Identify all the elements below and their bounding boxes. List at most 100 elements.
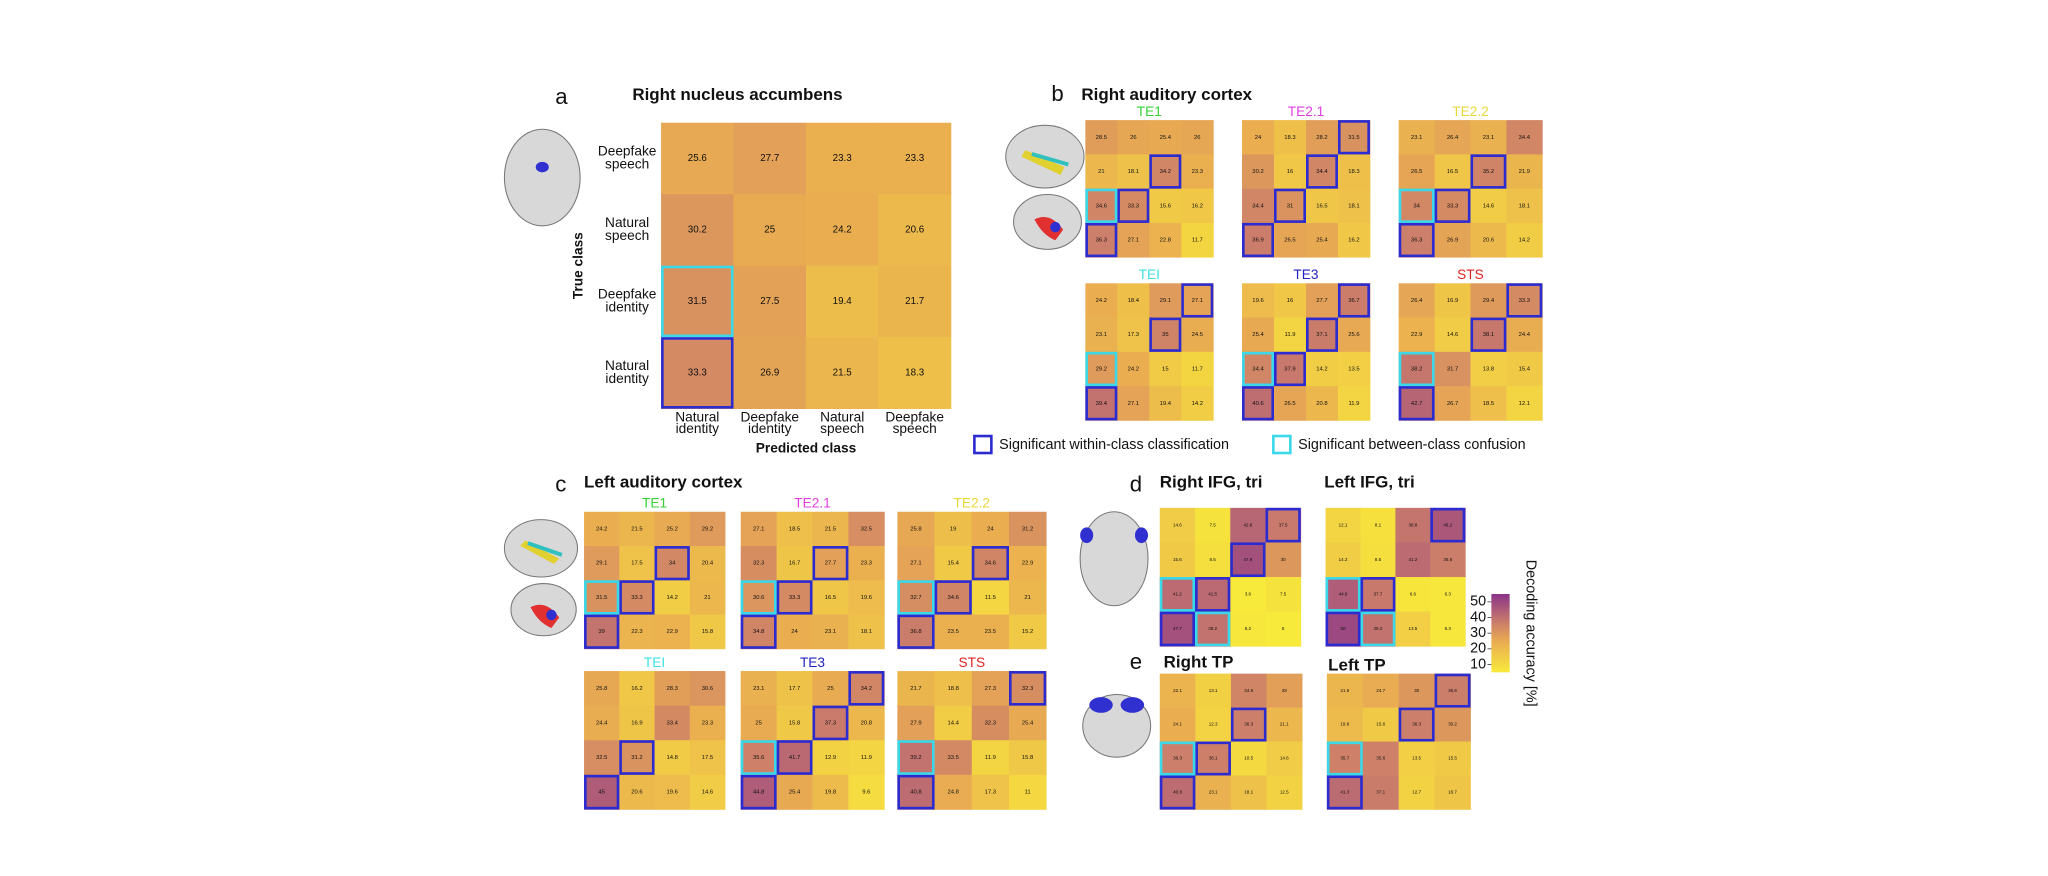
cell [897,774,935,810]
cell [1230,577,1266,613]
cell [1434,775,1471,810]
cell-label: 22.9 [666,629,677,635]
cell-label: 40.6 [1252,401,1263,407]
cell-label: 14.2 [666,595,677,601]
cell [1159,775,1196,810]
matrix-name: TE1 [1137,104,1162,119]
cell [1195,507,1231,543]
cell-label: 41.5 [1208,592,1217,597]
cell [584,614,620,650]
within-box [1195,577,1231,612]
cell-label: 31.5 [1348,135,1360,141]
within-box [1398,222,1435,258]
cell-label: 23.1 [1411,135,1422,141]
cell-label: 25.4 [1022,720,1034,726]
cell [1266,673,1303,708]
confusion-box [1398,351,1435,387]
cell-label: 32.5 [596,755,608,761]
within-box [1159,611,1196,647]
cell-label: 27.1 [753,526,764,532]
cell [776,614,813,650]
row-label: speech [605,157,649,172]
cell [1159,577,1196,613]
cell [1265,507,1302,543]
cell-label: 19.6 [666,790,677,796]
cell-label: 24.8 [947,790,958,796]
panel-letter: c [555,472,566,497]
cell-label: 21.7 [910,686,921,692]
heatmap: 27.1 18.5 21.5 32.5 32.3 16.7 27.7 23.3 30.6 33.3… [740,511,885,650]
heatmap: 24.2 21.5 25.2 29.2 29.1 17.5 34 20.4 31.5 33.3 14… [584,511,726,650]
cell-label: 27.1 [1128,401,1139,407]
cell [934,511,973,547]
panel-title: Right auditory cortex [1081,85,1252,104]
within-box [971,546,1009,581]
matrix-name: STS [958,655,985,670]
cell [619,614,655,650]
cell [1434,386,1471,421]
col-label: identity [676,421,720,436]
confusion-box [740,740,777,775]
cell [1337,222,1371,258]
cell-label: 45 [598,790,605,796]
matrix-name: TE2.2 [954,496,991,511]
within-box [1242,222,1275,258]
cell [1325,507,1361,543]
cell-label: 16.5 [825,595,837,601]
cell-label: 33.3 [789,595,800,601]
cell-label: 18.1 [1519,203,1530,209]
cell-label: 18.1 [1348,203,1359,209]
cell [1305,188,1339,224]
cell-label: 25 [764,225,775,236]
cell [1085,120,1118,155]
cell-label: 18.3 [905,367,925,378]
colorbar-tick-label: 40 [1470,609,1486,625]
matrix-title: Right IFG, tri [1160,473,1263,492]
cell-label: 17.7 [789,686,800,692]
cell-label: 36.1 [1209,756,1218,761]
cell [934,740,973,776]
cell-label: 11.7 [1192,238,1203,244]
cell [619,546,655,581]
cell-label: 23.3 [702,720,713,726]
cell [776,671,813,707]
cell-label: 36.6 [1443,557,1452,562]
cell [971,705,1010,741]
within-box [1398,707,1435,742]
cell [1117,222,1150,258]
cell-label: 40.8 [910,790,921,796]
heatmap: 21.7 18.8 27.3 32.3 27.9 14.4 32.3 25.4 39.2 33.5… [897,671,1047,810]
cell-label: 15.4 [947,561,959,567]
confusion-box [1159,577,1196,612]
within-box [812,546,849,581]
cell [878,194,952,267]
cell [1149,317,1182,353]
matrix-title: Left TP [1328,655,1386,674]
cell-label: 28.5 [1096,135,1108,141]
cell-label: 11.5 [985,595,997,601]
cell [689,671,726,707]
cell-label: 15 [1162,367,1169,373]
cell [805,265,879,338]
cell [740,614,777,650]
cell-label: 35 [1162,332,1169,338]
cell-label: 21.1 [1280,722,1289,727]
confusion-box [1325,577,1361,612]
cell [1506,317,1543,353]
cell [934,774,973,810]
cell [1506,154,1543,190]
cell [1506,283,1543,318]
legend-label: Significant within-class classification [999,437,1229,453]
cell-label: 22.1 [1173,688,1182,693]
cell [934,546,973,581]
cell [1398,741,1435,776]
confusion-box [897,740,935,775]
heatmap: 26.4 16.9 29.4 33.3 22.9 14.6 38.1 24.4 38.2 31.7… [1398,283,1543,421]
cell-label: 21.5 [833,367,853,378]
cell [897,580,935,615]
cell-label: 26.5 [1411,169,1423,175]
cell [740,546,777,581]
within-box [1117,188,1150,223]
within-box [1149,154,1182,189]
within-box [812,705,849,741]
